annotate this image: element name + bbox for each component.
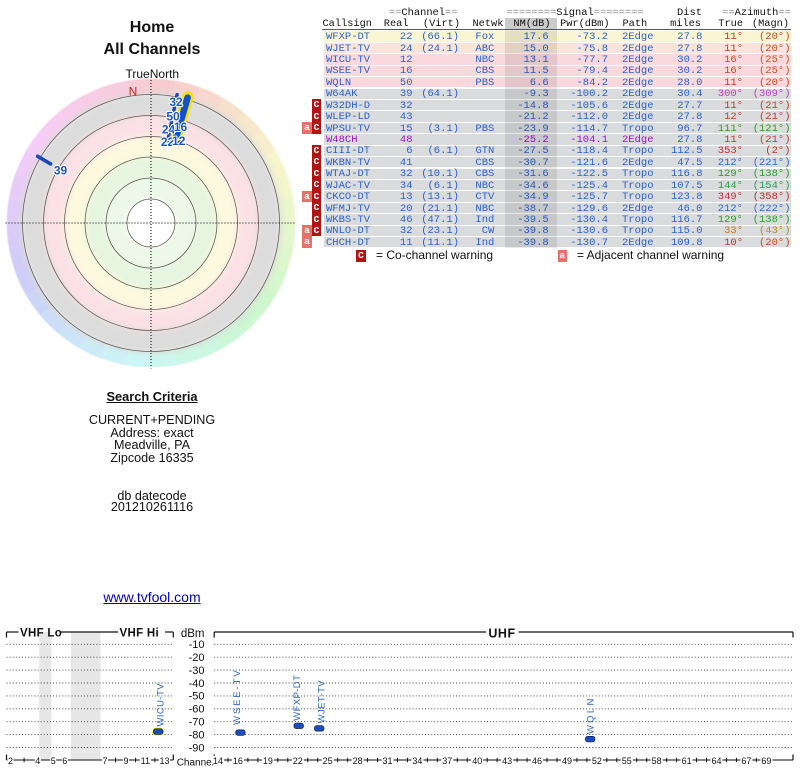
svg-text:-70: -70 bbox=[189, 717, 205, 729]
svg-text:N: N bbox=[129, 85, 138, 99]
svg-text:24: 24 bbox=[162, 123, 176, 137]
svg-text:69: 69 bbox=[761, 756, 771, 766]
svg-text:-20: -20 bbox=[189, 652, 205, 664]
svg-text:46: 46 bbox=[532, 756, 542, 766]
svg-text:28: 28 bbox=[353, 756, 363, 766]
svg-text:dBm: dBm bbox=[181, 628, 205, 640]
svg-text:25: 25 bbox=[323, 756, 333, 766]
svg-text:34: 34 bbox=[412, 756, 422, 766]
svg-text:2: 2 bbox=[8, 756, 13, 766]
svg-text:WQLN: WQLN bbox=[586, 696, 597, 734]
svg-text:UHF: UHF bbox=[488, 627, 515, 641]
svg-text:22: 22 bbox=[161, 135, 175, 149]
svg-text:4: 4 bbox=[35, 756, 40, 766]
svg-text:12: 12 bbox=[172, 134, 186, 148]
svg-text:5: 5 bbox=[51, 756, 56, 766]
svg-text:61: 61 bbox=[682, 756, 692, 766]
svg-text:VHF Hi: VHF Hi bbox=[120, 628, 160, 640]
svg-text:-50: -50 bbox=[189, 691, 205, 703]
svg-text:16: 16 bbox=[174, 120, 188, 134]
svg-text:50: 50 bbox=[166, 110, 180, 124]
svg-text:WICU-TV: WICU-TV bbox=[156, 683, 167, 727]
svg-text:64: 64 bbox=[711, 756, 721, 766]
svg-text:-30: -30 bbox=[189, 665, 205, 677]
svg-text:52: 52 bbox=[592, 756, 602, 766]
svg-text:32: 32 bbox=[169, 95, 183, 109]
svg-text:7: 7 bbox=[102, 756, 107, 766]
svg-text:-10: -10 bbox=[189, 639, 205, 651]
svg-text:11: 11 bbox=[141, 756, 150, 766]
svg-text:WJET-TV: WJET-TV bbox=[317, 680, 328, 724]
svg-text:40: 40 bbox=[472, 756, 482, 766]
svg-text:19: 19 bbox=[263, 756, 273, 766]
svg-text:58: 58 bbox=[652, 756, 662, 766]
svg-text:67: 67 bbox=[741, 756, 751, 766]
svg-text:WFXP-DT: WFXP-DT bbox=[292, 675, 303, 721]
svg-text:37: 37 bbox=[442, 756, 452, 766]
svg-text:9: 9 bbox=[123, 756, 128, 766]
svg-text:Channel: Channel bbox=[177, 758, 214, 768]
svg-text:39: 39 bbox=[54, 164, 68, 178]
svg-text:14: 14 bbox=[213, 756, 223, 766]
svg-text:6: 6 bbox=[62, 756, 67, 766]
svg-text:VHF Lo: VHF Lo bbox=[20, 628, 62, 640]
svg-text:22: 22 bbox=[293, 756, 303, 766]
svg-text:-40: -40 bbox=[189, 678, 205, 690]
svg-text:-80: -80 bbox=[189, 729, 205, 741]
svg-text:43: 43 bbox=[502, 756, 512, 766]
svg-text:WSEE-TV: WSEE-TV bbox=[232, 668, 243, 725]
svg-text:55: 55 bbox=[622, 756, 632, 766]
svg-text:13: 13 bbox=[159, 756, 169, 766]
svg-text:-90: -90 bbox=[189, 742, 205, 754]
svg-text:31: 31 bbox=[382, 756, 392, 766]
svg-text:49: 49 bbox=[562, 756, 572, 766]
svg-text:TrueNorth: TrueNorth bbox=[126, 67, 180, 81]
svg-text:-60: -60 bbox=[189, 704, 205, 716]
svg-text:16: 16 bbox=[233, 756, 243, 766]
